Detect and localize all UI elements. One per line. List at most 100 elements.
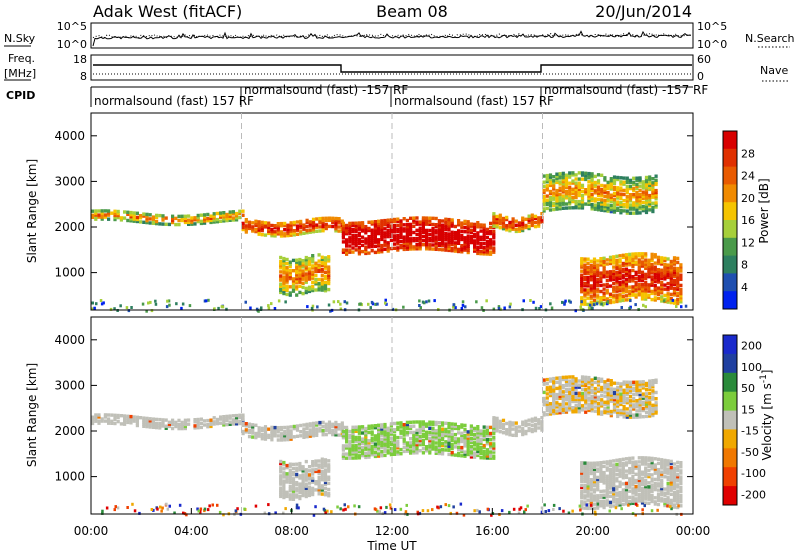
data-cell (590, 390, 594, 394)
data-cell (425, 445, 429, 449)
data-cell (321, 424, 325, 429)
data-cell (441, 244, 445, 248)
data-cell (552, 397, 556, 401)
data-cell (660, 484, 664, 489)
data-cell (616, 190, 620, 194)
data-cell (301, 465, 305, 469)
data-cell (384, 301, 387, 305)
data-cell (421, 224, 425, 228)
data-cell (651, 209, 655, 214)
data-cell (555, 193, 559, 197)
data-cell (640, 497, 645, 501)
data-cell (608, 463, 613, 468)
data-cell (637, 466, 641, 470)
data-cell (145, 220, 149, 225)
data-cell (651, 177, 655, 181)
data-cell (558, 378, 562, 382)
data-cell (571, 171, 575, 175)
data-cell (311, 421, 316, 426)
data-cell (457, 247, 461, 252)
data-cell (431, 445, 435, 449)
data-cell (321, 218, 325, 223)
data-cell (307, 275, 312, 279)
data-cell (669, 300, 673, 305)
data-cell (318, 420, 322, 425)
data-cell (669, 296, 673, 301)
data-cell (640, 262, 645, 266)
data-cell (341, 236, 345, 240)
data-cell (650, 281, 654, 285)
data-cell (568, 187, 572, 192)
data-cell (304, 459, 308, 464)
data-cell (589, 463, 593, 467)
data-cell (482, 435, 486, 440)
data-cell (511, 219, 515, 223)
data-cell (628, 411, 633, 415)
data-cell (561, 190, 565, 194)
data-cell (644, 274, 648, 279)
data-cell (548, 175, 553, 179)
data-cell (618, 266, 622, 270)
data-cell (331, 430, 335, 435)
data-cell (609, 383, 613, 387)
data-cell (145, 214, 149, 219)
data-cell (177, 422, 181, 427)
data-cell (552, 508, 555, 511)
data-cell (600, 302, 603, 306)
data-cell (425, 422, 429, 426)
data-cell (431, 428, 435, 433)
data-cell (273, 230, 277, 234)
data-cell (654, 188, 658, 193)
data-cell (323, 276, 328, 281)
data-cell (564, 173, 569, 177)
data-cell (609, 183, 613, 187)
data-cell (638, 211, 642, 215)
data-cell (558, 386, 562, 390)
data-cell (545, 184, 549, 188)
data-cell (644, 489, 648, 493)
data-cell (587, 192, 591, 196)
velocity-colorbar-label-exp: -1 (759, 374, 769, 383)
data-cell (561, 186, 565, 190)
data-cell (203, 215, 207, 219)
data-cell (311, 492, 315, 497)
data-cell (650, 509, 654, 513)
data-cell (367, 228, 371, 233)
data-cell (593, 185, 597, 189)
data-cell (348, 450, 352, 454)
data-cell (489, 450, 493, 454)
data-cell (282, 291, 286, 296)
data-cell (571, 191, 575, 196)
data-cell (580, 469, 584, 473)
data-cell (341, 434, 345, 438)
data-cell (495, 416, 499, 421)
data-cell (383, 227, 387, 231)
data-cell (511, 217, 515, 221)
data-cell (619, 394, 623, 398)
data-cell (600, 192, 604, 196)
data-cell (669, 276, 673, 280)
data-cell (628, 184, 633, 189)
data-cell (298, 468, 302, 472)
data-cell (577, 206, 581, 210)
data-cell (679, 495, 683, 500)
data-cell (304, 478, 308, 482)
data-cell (437, 441, 441, 445)
data-cell (263, 429, 268, 433)
data-cell (327, 428, 332, 433)
data-cell (203, 419, 207, 423)
data-cell (599, 279, 603, 283)
data-cell (113, 417, 117, 422)
data-cell (301, 291, 305, 296)
data-cell (409, 243, 413, 247)
data-cell (650, 497, 654, 502)
data-cell (533, 416, 538, 420)
data-cell (311, 217, 316, 222)
data-cell (479, 237, 483, 241)
data-cell (380, 223, 384, 227)
data-cell (286, 225, 290, 230)
data-cell (505, 215, 509, 220)
data-cell (654, 407, 658, 411)
data-cell (631, 470, 635, 475)
data-cell (526, 504, 529, 508)
